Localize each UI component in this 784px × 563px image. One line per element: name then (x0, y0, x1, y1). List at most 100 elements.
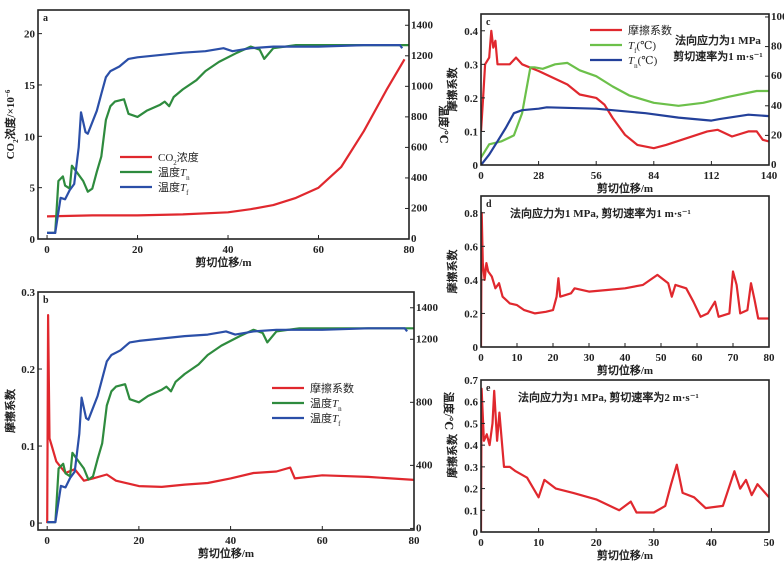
y-tick-label: 0.6 (464, 397, 478, 409)
y-tick-label: 10 (24, 131, 36, 143)
series-line-b-0 (46, 314, 414, 524)
y-tick-label: 0.3 (21, 287, 35, 299)
series-line-c-0 (481, 29, 769, 150)
panel-e: 0 10 20 30 40 50 0 0.1 0.2 0.3 0.4 0.5 0.6 0.7 剪切位移/m 摩… (445, 375, 775, 562)
y-tick-label: 0.4 (464, 440, 478, 452)
y2-tick-label: 600 (411, 141, 428, 153)
y2-tick-label: 1400 (411, 19, 434, 31)
y2-tick-label: 100 (771, 11, 784, 23)
x-axis-label: 剪切位移/m (195, 255, 251, 269)
label-part: 摩擦系数 (445, 249, 459, 294)
annotation-text: 法向应力为1 MPa (675, 33, 761, 47)
y-tick-label: 0.2 (464, 308, 478, 320)
x-tick-label: 0 (478, 537, 484, 549)
y-tick-label: 0.4 (464, 26, 478, 38)
label-part: (℃) (638, 55, 658, 67)
label-part: 摩擦系数 (445, 67, 459, 112)
series-line-d-0 (481, 211, 769, 347)
panel-label: e (486, 383, 491, 394)
panel-label: a (43, 13, 48, 24)
label-part: f (186, 189, 189, 197)
label-part: 温度/℃ (437, 105, 451, 143)
y2-tick-label: 1400 (416, 302, 439, 314)
x-axis-label: 剪切位移/m (198, 546, 254, 560)
plot-frame (37, 291, 415, 531)
y2-tick-label: 800 (416, 396, 433, 408)
series-line-c-2 (481, 106, 769, 165)
y-tick-label: 0.5 (464, 418, 478, 430)
x-tick-label: 40 (706, 537, 718, 549)
x-tick-label: 60 (692, 352, 704, 364)
x-tick-label: 60 (317, 535, 329, 547)
y-axis-label: CO2浓度/×10−6 (3, 89, 20, 159)
label-part: (℃) (636, 40, 656, 52)
x-tick-label: 20 (133, 535, 145, 547)
y-tick-label: 5 (30, 183, 36, 195)
y2-tick-label: 800 (411, 111, 428, 123)
y-tick-label: 0 (473, 342, 479, 354)
x-tick-label: 0 (478, 352, 484, 364)
label-part: T (180, 167, 187, 179)
panel-b: 0 20 40 60 8000.10.20.3040080012001400剪切位移/m… (3, 287, 456, 560)
x-tick-label: 0 (478, 170, 484, 182)
x-tick-label: 80 (404, 244, 416, 256)
panel-label: c (486, 17, 491, 28)
y2-axis-label: 温度/℃ (437, 105, 451, 143)
y-axis-label: 摩擦系数 (3, 388, 17, 433)
x-tick-label: 20 (591, 537, 603, 549)
y-tick-label: 15 (24, 80, 36, 92)
x-tick-label: 40 (223, 244, 235, 256)
y2-tick-label: 1200 (416, 333, 439, 345)
x-tick-label: 56 (591, 170, 603, 182)
legend-label: 摩擦系数 (628, 23, 672, 37)
y2-tick-label: 40 (771, 100, 783, 112)
series-line-a-2 (47, 43, 404, 234)
y2-tick-label: 200 (411, 202, 428, 214)
label-part: T (628, 55, 635, 67)
series-line-a-0 (46, 58, 406, 218)
x-tick-label: 30 (584, 352, 596, 364)
y-tick-label: 0.6 (464, 241, 478, 253)
y2-tick-label: 0 (771, 159, 777, 171)
x-tick-label: 40 (225, 535, 237, 547)
legend-label: 温度Tf (310, 411, 341, 428)
y2-tick-label: 1000 (411, 80, 434, 92)
legend-label: 摩擦系数 (310, 381, 354, 395)
panel-label: b (43, 295, 49, 306)
annotation-text: 剪切速率为1 m·s⁻¹ (673, 49, 762, 63)
y-tick-label: 0.1 (21, 441, 35, 453)
label-part: 摩擦系数 (445, 433, 459, 478)
series-line-c-1 (481, 61, 769, 159)
label-part: 温度 (310, 411, 332, 425)
x-tick-label: 40 (620, 352, 632, 364)
y-tick-label: 0 (473, 160, 479, 172)
y2-tick-label: 1200 (411, 50, 434, 62)
label-part: T (628, 40, 635, 52)
y-tick-label: 0 (30, 518, 36, 530)
x-tick-label: 112 (703, 170, 719, 182)
x-axis-label: 剪切位移/m (597, 363, 653, 377)
label-part: CO (158, 152, 173, 164)
x-tick-label: 20 (548, 352, 560, 364)
y2-tick-label: 400 (411, 172, 428, 184)
label-part: T (180, 182, 187, 194)
y-tick-label: 20 (24, 29, 36, 41)
annotation-text: 法向应力为1 MPa, 剪切速率为2 m·s⁻¹ (518, 390, 699, 404)
x-tick-label: 84 (648, 170, 660, 182)
x-tick-label: 10 (512, 352, 524, 364)
label-part: 温度 (158, 180, 180, 194)
y2-tick-label: 0 (416, 522, 422, 534)
y-tick-label: 0.2 (464, 93, 478, 105)
label-part: 摩擦系数 (3, 388, 17, 433)
annotation-text: 法向应力为1 MPa, 剪切速率为1 m·s⁻¹ (510, 206, 691, 220)
y-tick-label: 0.3 (464, 462, 478, 474)
x-tick-label: 50 (764, 537, 776, 549)
x-axis-label: 剪切位移/m (597, 548, 653, 562)
x-axis-label: 剪切位移/m (597, 181, 653, 195)
legend-label: Tn(℃) (628, 55, 658, 70)
y-tick-label: 0.1 (464, 505, 478, 517)
y-tick-label: 0.4 (464, 275, 478, 287)
